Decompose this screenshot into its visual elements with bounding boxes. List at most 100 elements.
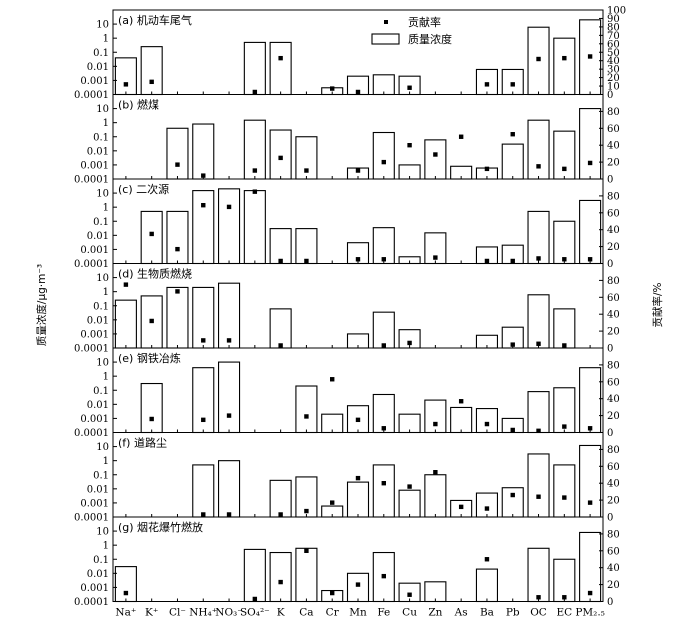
mass-bar (424, 139, 447, 180)
left-tick-label: 10 (96, 20, 109, 31)
left-tick-label: 0.1 (93, 301, 109, 312)
mass-bar (372, 311, 395, 349)
contribution-marker (278, 512, 283, 517)
panel-3: 0.0001 0.001 0.01 0.1 1 10 0 20 40 60 80 (d) 生物质燃烧 (74, 263, 620, 355)
category-label: Fe (377, 607, 390, 619)
category-label: K (277, 607, 285, 619)
contribution-marker (355, 89, 361, 95)
panel-title: (a) 机动车尾气 (118, 13, 192, 27)
mass-bar (114, 566, 137, 603)
left-tick-label: 0.01 (87, 569, 109, 580)
left-tick-label: 0.0001 (74, 428, 109, 439)
legend-mass-label: 质量浓度 (408, 32, 452, 46)
mass-bar (501, 68, 524, 96)
category-labels: Na⁺ K⁺ Cl⁻ NH₄⁺NO₃⁻SO₄²⁻ K Ca Cr Mn Fe Cu Zn As Ba Pb… (115, 607, 605, 619)
mass-bar (295, 385, 318, 434)
mass-bar (424, 474, 447, 518)
mass-bar (553, 130, 576, 180)
left-tick-label: 1 (103, 541, 109, 552)
contribution-marker (252, 596, 258, 602)
left-tick-label: 0.001 (80, 583, 109, 594)
contribution-marker (330, 500, 335, 505)
contribution-marker (407, 592, 412, 597)
contribution-marker (123, 282, 129, 287)
left-tick-label: 0.1 (93, 470, 109, 481)
panel-0: 0.00010.0010.010.11100102030405060708090… (74, 6, 626, 102)
contribution-marker (149, 416, 154, 422)
left-tick-label: 0.01 (87, 315, 109, 326)
left-tick-label: 1 (103, 456, 109, 467)
contribution-marker (562, 55, 567, 61)
contribution-marker (510, 492, 515, 498)
mass-bar (501, 143, 524, 180)
mass-bar (579, 367, 602, 434)
mass-bar (475, 568, 499, 603)
panel-title: (d) 生物质燃烧 (118, 267, 192, 281)
right-tick-label: 0 (607, 428, 613, 439)
right-tick-label: 40 (607, 394, 620, 405)
mass-bar (243, 41, 266, 96)
left-tick-label: 1 (103, 118, 109, 129)
contribution-marker (510, 342, 515, 347)
right-tick-label: 60 (607, 462, 620, 473)
legend-contribution-label: 贡献率 (408, 15, 441, 29)
mass-bar (140, 382, 163, 434)
category-label: NO₃⁻ (215, 607, 243, 619)
contribution-marker (407, 340, 412, 346)
left-tick-label: 0.0001 (74, 259, 109, 270)
right-tick-label: 40 (607, 141, 620, 152)
panel-title: (f) 道路尘 (118, 436, 167, 450)
right-tick-label: 20 (607, 158, 620, 169)
left-tick-label: 0.1 (93, 132, 109, 143)
contribution-marker (201, 417, 206, 423)
contribution-marker (587, 500, 593, 505)
mass-bar (269, 129, 292, 180)
contribution-marker (484, 82, 490, 87)
left-tick-label: 0.001 (80, 414, 109, 425)
right-tick-label: 80 (607, 22, 620, 33)
right-tick-label: 20 (607, 411, 620, 422)
right-tick-label: 80 (607, 107, 620, 118)
left-tick-label: 0.0001 (74, 344, 109, 355)
right-tick-label: 60 (607, 293, 620, 304)
left-tick-label: 0.01 (87, 231, 109, 242)
mass-bar (553, 308, 576, 349)
mass-bar (579, 199, 602, 265)
contribution-marker (330, 377, 335, 382)
panel-title: (c) 二次源 (118, 182, 169, 196)
contribution-marker (562, 166, 567, 172)
mass-bar (192, 190, 215, 265)
left-tick-label: 1 (103, 203, 109, 214)
contribution-marker (355, 168, 361, 173)
contribution-marker (587, 160, 593, 166)
mass-bar (192, 367, 215, 434)
mass-bar (527, 391, 550, 434)
right-tick-label: 100 (607, 6, 626, 17)
contribution-marker (252, 168, 258, 173)
category-label: Na⁺ (115, 607, 136, 619)
contribution-marker (381, 481, 386, 486)
right-tick-label: 80 (607, 445, 620, 456)
left-tick-label: 0.1 (93, 48, 109, 59)
contribution-marker (278, 579, 283, 585)
right-tick-label: 40 (607, 563, 620, 574)
left-tick-label: 0.1 (93, 217, 109, 228)
contribution-marker (484, 258, 490, 264)
left-tick-label: 0.001 (80, 329, 109, 340)
panel-title: (e) 钢铁冶炼 (118, 351, 181, 365)
right-tick-label: 0 (607, 344, 613, 355)
contribution-marker (587, 54, 593, 59)
contribution-marker (587, 257, 593, 262)
legend-mass-marker (371, 33, 400, 45)
contribution-marker (278, 258, 283, 264)
panel-6: 0.0001 0.001 0.01 0.1 1 10 0 20 40 60 80 (g) 烟花爆竹燃放 (74, 516, 620, 608)
mass-bar (553, 464, 576, 518)
right-tick-label: 70 (607, 31, 620, 42)
mass-bar (424, 399, 447, 434)
contribution-marker (458, 399, 464, 404)
contribution-marker (484, 557, 490, 562)
mass-bar (475, 68, 499, 96)
contribution-marker (433, 421, 438, 427)
right-tick-label: 0 (607, 513, 613, 524)
